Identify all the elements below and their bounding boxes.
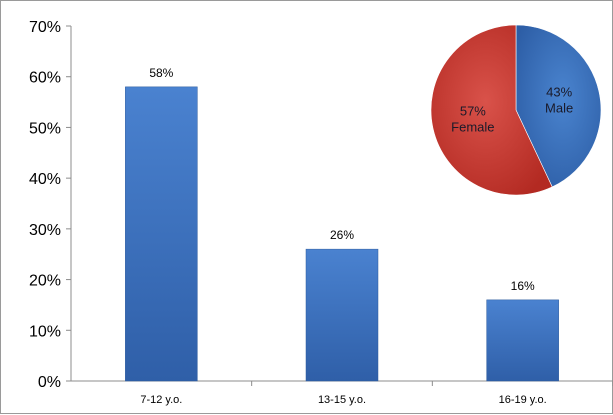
- x-tick-label: 16-19 y.o.: [499, 394, 547, 406]
- bar: [305, 248, 379, 382]
- y-tick-label: 10%: [29, 323, 61, 340]
- bar-data-label: 58%: [149, 66, 173, 80]
- y-tick-label: 0%: [38, 374, 61, 391]
- pie-slice-female: [430, 24, 553, 196]
- bar-series: 58% 7-12 y.o. 26% 13-15 y.o. 16% 16-19 y.o.: [125, 66, 559, 406]
- bar: [486, 299, 559, 382]
- pie-category-label: Male: [545, 100, 573, 115]
- x-tick-label: 7-12 y.o.: [140, 394, 182, 406]
- bar-data-label: 16%: [511, 279, 535, 293]
- gender-pie: 43%Male 57%Female: [430, 24, 602, 196]
- x-tick-label: 13-15 y.o.: [318, 394, 366, 406]
- y-tick-label: 40%: [29, 171, 61, 188]
- y-tick-label: 60%: [29, 70, 61, 87]
- y-tick-label: 70%: [29, 19, 61, 36]
- pie-pct-label: 57%: [460, 104, 486, 119]
- y-tick-label: 30%: [29, 222, 61, 239]
- bar-data-label: 26%: [330, 228, 354, 242]
- pie-category-label: Female: [451, 120, 494, 135]
- y-tick-label: 50%: [29, 120, 61, 137]
- pie-pct-label: 43%: [546, 84, 572, 99]
- pie-slice-male: [515, 24, 602, 188]
- y-tick-label: 20%: [29, 273, 61, 290]
- bar: [125, 86, 198, 382]
